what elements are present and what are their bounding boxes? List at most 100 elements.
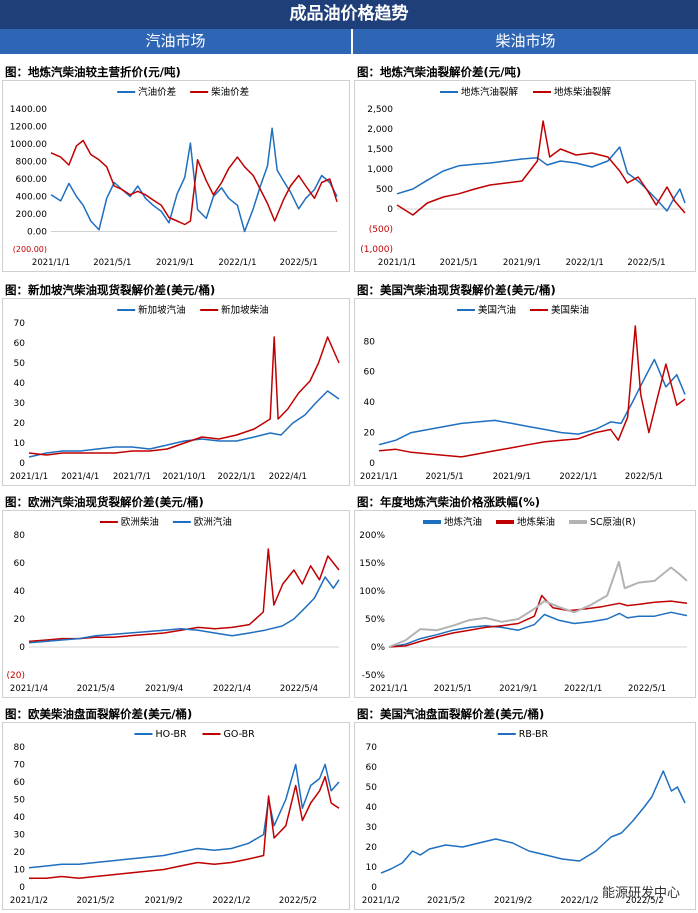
legend-label: 欧洲柴油: [121, 516, 159, 528]
x-tick-label: 2022/1/1: [559, 472, 597, 482]
chart-title: 图：欧洲汽柴油现货裂解价差(美元/桶): [5, 495, 204, 509]
y-tick-label: (1,000): [360, 245, 393, 255]
legend-label: 地炼柴油: [517, 516, 555, 528]
y-tick-label: 150%: [359, 559, 385, 569]
chart-panel-c4: 图：美国汽柴油现货裂解价差(美元/桶) 0 20 40 60 80 2021/1/1 2021…: [354, 280, 696, 486]
series-line-0: [380, 770, 686, 874]
x-tick-label: 2022/1/1: [218, 258, 256, 268]
series-line-2: [388, 560, 688, 648]
chart-title: 图：地炼汽柴油较主营折价(元/吨): [5, 65, 181, 79]
y-tick-label: 60: [366, 763, 378, 773]
y-tick-label: 20: [14, 419, 26, 429]
y-tick-label: 30: [366, 823, 378, 833]
y-tick-label: 0: [19, 883, 25, 893]
y-tick-label: 80: [14, 743, 26, 753]
series-line-1: [396, 120, 686, 216]
series-line-0: [50, 127, 338, 233]
legend-label: SC原油(R): [590, 516, 636, 528]
x-tick-label: 2021/5/4: [77, 684, 115, 694]
series-line-1: [28, 336, 340, 456]
x-tick-label: 2022/5/1: [628, 684, 666, 694]
legend-label: GO-BR: [223, 729, 255, 740]
y-tick-label: 20: [14, 848, 26, 858]
x-tick-label: 2021/5/1: [440, 258, 478, 268]
x-tick-label: 2021/1/1: [10, 472, 48, 482]
y-tick-label: 10: [14, 439, 26, 449]
chart-title: 图：新加坡汽柴油现货裂解价差(美元/桶): [5, 283, 216, 297]
x-tick-label: 2021/1/2: [362, 896, 400, 906]
x-tick-label: 2021/5/1: [93, 258, 131, 268]
legend-label: 汽油价差: [138, 86, 176, 98]
series-line-0: [396, 146, 686, 212]
y-tick-label: (20): [7, 671, 25, 681]
x-tick-label: 2021/10/1: [162, 472, 206, 482]
legend-label: RB-BR: [519, 729, 549, 740]
y-tick-label: 50: [14, 359, 26, 369]
y-tick-label: 0: [387, 205, 393, 215]
y-tick-label: 1,000: [367, 165, 393, 175]
x-tick-label: 2022/4/1: [269, 472, 307, 482]
x-tick-label: 2021/9/2: [494, 896, 532, 906]
series-line-0: [28, 390, 340, 458]
x-tick-label: 2021/9/2: [145, 896, 183, 906]
x-tick-label: 2021/1/4: [10, 684, 48, 694]
chart-area: (1,000) (500) 0 500 1,000 1,500 2,000 2,500 2021…: [354, 80, 696, 272]
diesel-market-header: 柴油市场: [353, 29, 698, 54]
series-line-1: [388, 594, 688, 648]
x-tick-label: 2022/5/1: [625, 472, 663, 482]
x-tick-label: 2021/5/2: [76, 896, 114, 906]
series-line-0: [378, 358, 686, 446]
legend-label: 地炼柴油裂解: [554, 86, 612, 98]
x-tick-label: 2021/1/1: [360, 472, 398, 482]
chart-area: 0 10 20 30 40 50 60 70 80 2021/1/2 2021/5/2 2021/9/…: [2, 722, 350, 910]
chart-title: 图：地炼汽柴油裂解价差(元/吨): [357, 65, 522, 79]
legend-label: 新加坡汽油: [138, 304, 186, 316]
chart-svg: 0 10 20 30 40 50 60 70 2021/1/2 2021/5/2 2021/9/2 2…: [362, 729, 686, 906]
x-tick-label: 2021/5/2: [427, 896, 465, 906]
x-tick-label: 2021/9/1: [499, 684, 537, 694]
chart-svg: (200.00) 0.00 200.00 400.00 600.00 800.00 1000…: [10, 86, 338, 268]
x-tick-label: 2021/9/1: [503, 258, 541, 268]
x-tick-label: 2021/1/1: [378, 258, 416, 268]
x-tick-label: 2022/5/1: [280, 258, 318, 268]
legend-label: 地炼汽油: [444, 516, 482, 528]
series-line-0: [388, 611, 688, 648]
y-tick-label: 1000.00: [10, 140, 47, 150]
y-tick-label: 0%: [371, 643, 386, 653]
y-tick-label: 10: [366, 863, 378, 873]
chart-svg: -50% 0% 50% 100% 150% 200% 2021/1/1 2021/5/1 202…: [359, 516, 688, 694]
y-tick-label: (200.00): [13, 245, 47, 254]
y-tick-label: 600.00: [16, 175, 48, 185]
y-tick-label: 400.00: [16, 193, 48, 203]
y-tick-label: 20: [366, 843, 378, 853]
chart-area: -50% 0% 50% 100% 150% 200% 2021/1/1 2021/5/1 202…: [354, 510, 696, 698]
series-line-1: [28, 576, 340, 644]
y-tick-label: 50%: [365, 615, 385, 625]
y-tick-label: 500: [376, 185, 393, 195]
chart-panel-c5: 图：欧洲汽柴油现货裂解价差(美元/桶) (20) 0 20 40 60 80 2021/1/4…: [2, 492, 350, 698]
y-tick-label: 0: [19, 459, 25, 469]
y-tick-label: 40: [366, 803, 378, 813]
y-tick-label: 40: [364, 398, 376, 408]
y-tick-label: 10: [14, 866, 26, 876]
legend-label: HO-BR: [155, 729, 186, 740]
chart-panel-c2: 图：地炼汽柴油裂解价差(元/吨) (1,000) (500) 0 500 1,000 1,5…: [354, 62, 696, 272]
x-tick-label: 2021/9/1: [493, 472, 531, 482]
chart-panel-c7: 图：欧美柴油盘面裂解价差(美元/桶) 0 10 20 30 40 50 60 70 80 2021/…: [2, 704, 350, 910]
chart-title: 图：欧美柴油盘面裂解价差(美元/桶): [5, 707, 193, 721]
gasoline-market-header: 汽油市场: [0, 29, 351, 54]
y-tick-label: 30: [14, 399, 26, 409]
series-line-1: [378, 325, 686, 458]
x-tick-label: 2021/5/1: [425, 472, 463, 482]
y-tick-label: 100%: [359, 587, 385, 597]
y-tick-label: 20: [364, 429, 376, 439]
y-tick-label: 60: [14, 778, 26, 788]
chart-area: 0 10 20 30 40 50 60 70 2021/1/1 2021/4/1 2021/7/1 2…: [2, 298, 350, 486]
x-tick-label: 2021/7/1: [113, 472, 151, 482]
x-tick-label: 2022/1/2: [560, 896, 598, 906]
y-tick-label: 50: [14, 796, 26, 806]
y-tick-label: 70: [14, 319, 26, 329]
chart-area: (200.00) 0.00 200.00 400.00 600.00 800.00 1000…: [2, 80, 350, 272]
series-line-1: [29, 776, 340, 880]
x-tick-label: 2021/1/1: [32, 258, 70, 268]
